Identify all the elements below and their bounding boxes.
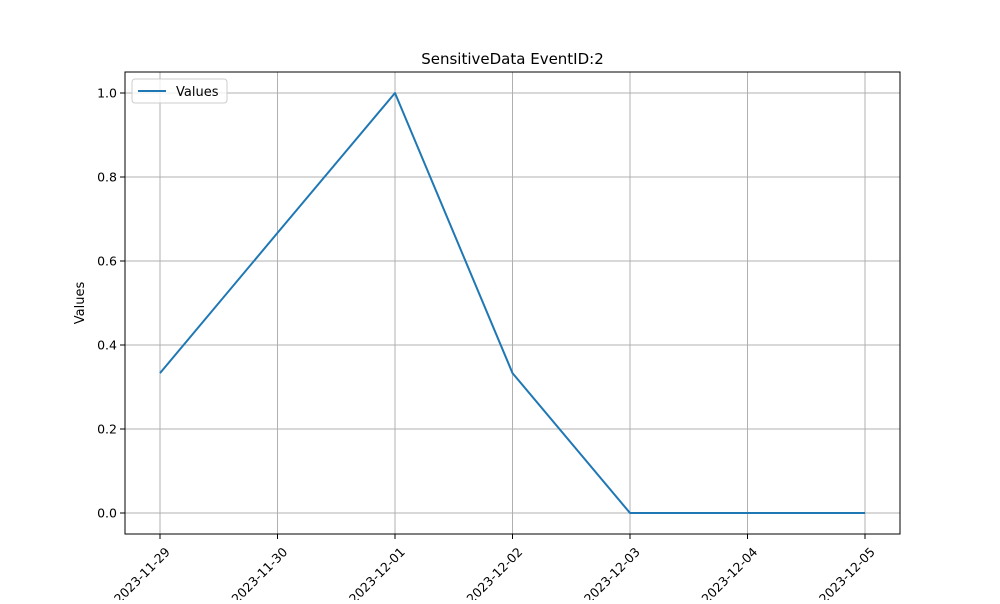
y-tick-label: 0.2	[97, 422, 117, 437]
series-group	[159, 92, 865, 514]
y-axis-ticks: 0.0 0.2 0.4 0.6 0.8 1.0	[97, 86, 125, 521]
y-tick-label: 0.4	[97, 338, 117, 353]
legend-label: Values	[176, 85, 219, 100]
series-line-values	[159, 92, 865, 514]
legend-box	[131, 78, 228, 104]
chart-title: SensitiveData EventID:2	[421, 50, 604, 68]
legend: Values	[131, 78, 228, 104]
y-axis-label: Values	[73, 282, 88, 325]
y-tick-label: 0.8	[97, 170, 117, 185]
y-tick-label: 1.0	[97, 86, 117, 101]
y-tick-label: 0.0	[97, 506, 117, 521]
y-tick-label: 0.6	[97, 254, 117, 269]
grid	[125, 72, 900, 534]
